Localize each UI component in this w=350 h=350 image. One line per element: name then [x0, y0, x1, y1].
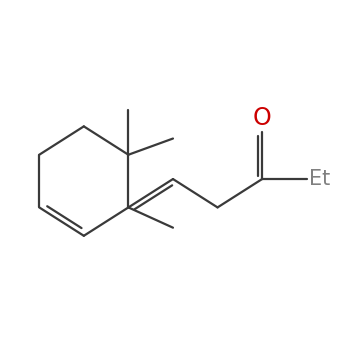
- Text: Et: Et: [309, 169, 330, 189]
- Text: O: O: [253, 106, 272, 131]
